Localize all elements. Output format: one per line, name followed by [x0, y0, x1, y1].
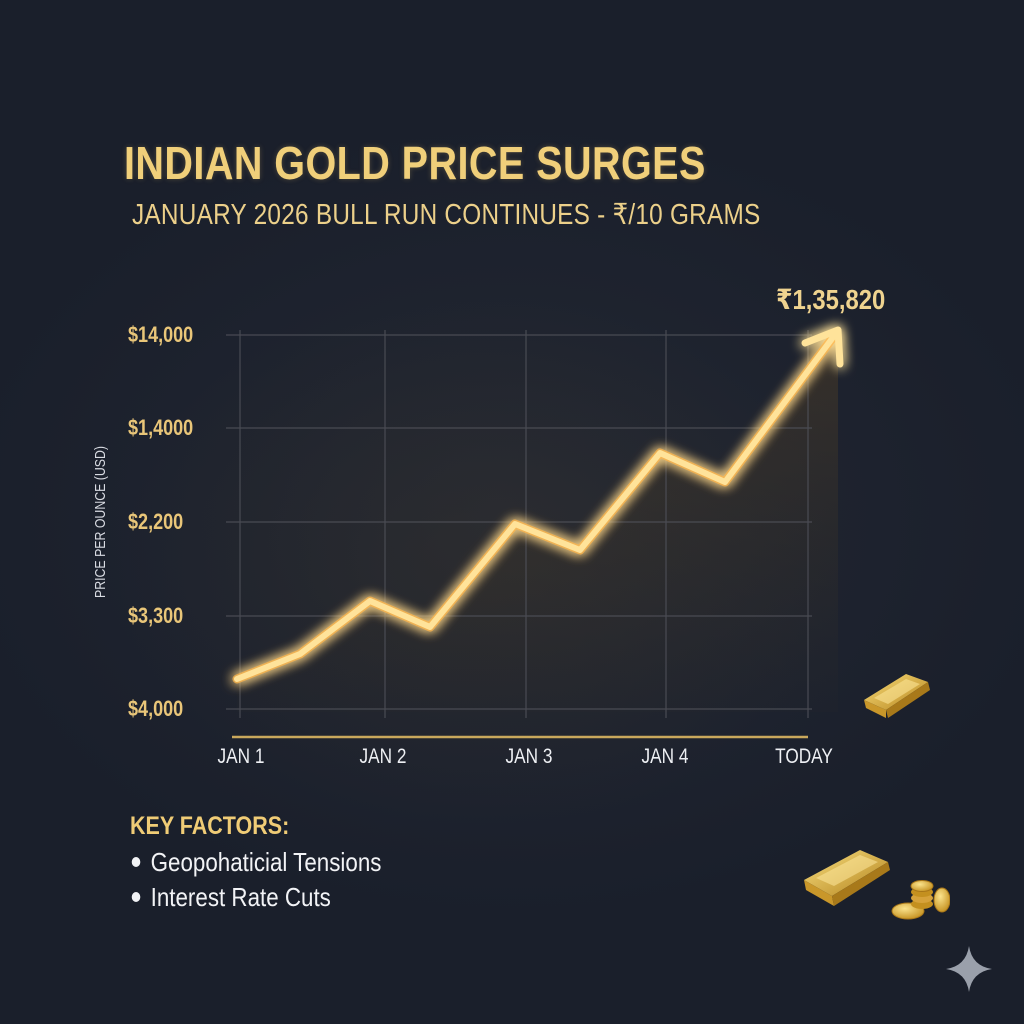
- bullet-icon: [131, 892, 141, 903]
- y-tick: $3,300: [128, 603, 184, 628]
- list-item: Geopohaticial Tensions: [130, 845, 381, 880]
- x-tick: TODAY: [775, 745, 833, 768]
- price-line: [232, 326, 844, 684]
- key-factors: KEY FACTORS: Geopohaticial Tensions Inte…: [130, 812, 422, 915]
- y-tick: $14,000: [128, 322, 194, 347]
- x-tick: JAN 1: [217, 745, 265, 768]
- arrow-head-icon: [801, 326, 844, 368]
- y-axis-label: PRICE PER OUNCE (USD): [93, 445, 109, 599]
- x-tick: JAN 3: [505, 745, 553, 768]
- list-item: Interest Rate Cuts: [130, 880, 381, 915]
- x-tick: JAN 4: [641, 745, 689, 768]
- x-tick: JAN 2: [359, 745, 407, 768]
- page-title: INDIAN GOLD PRICE SURGES: [124, 137, 706, 189]
- key-factors-heading: KEY FACTORS:: [130, 812, 290, 840]
- gold-bar-coins-icon: [804, 850, 950, 920]
- page-subtitle: JANUARY 2026 BULL RUN CONTINUES - ₹/10 G…: [132, 199, 761, 231]
- bullet-icon: [131, 857, 141, 868]
- sparkle-icon: [946, 946, 992, 992]
- gold-bar-icon: [864, 674, 930, 718]
- key-factors-list: Geopohaticial Tensions Interest Rate Cut…: [130, 845, 422, 915]
- price-annotation: ₹1,35,820: [776, 284, 886, 315]
- chart-area-shading: [237, 330, 838, 712]
- y-tick: $2,200: [128, 509, 184, 534]
- y-tick: $1,4000: [128, 415, 194, 440]
- y-tick: $4,000: [128, 696, 184, 721]
- grid-lines: [226, 330, 812, 718]
